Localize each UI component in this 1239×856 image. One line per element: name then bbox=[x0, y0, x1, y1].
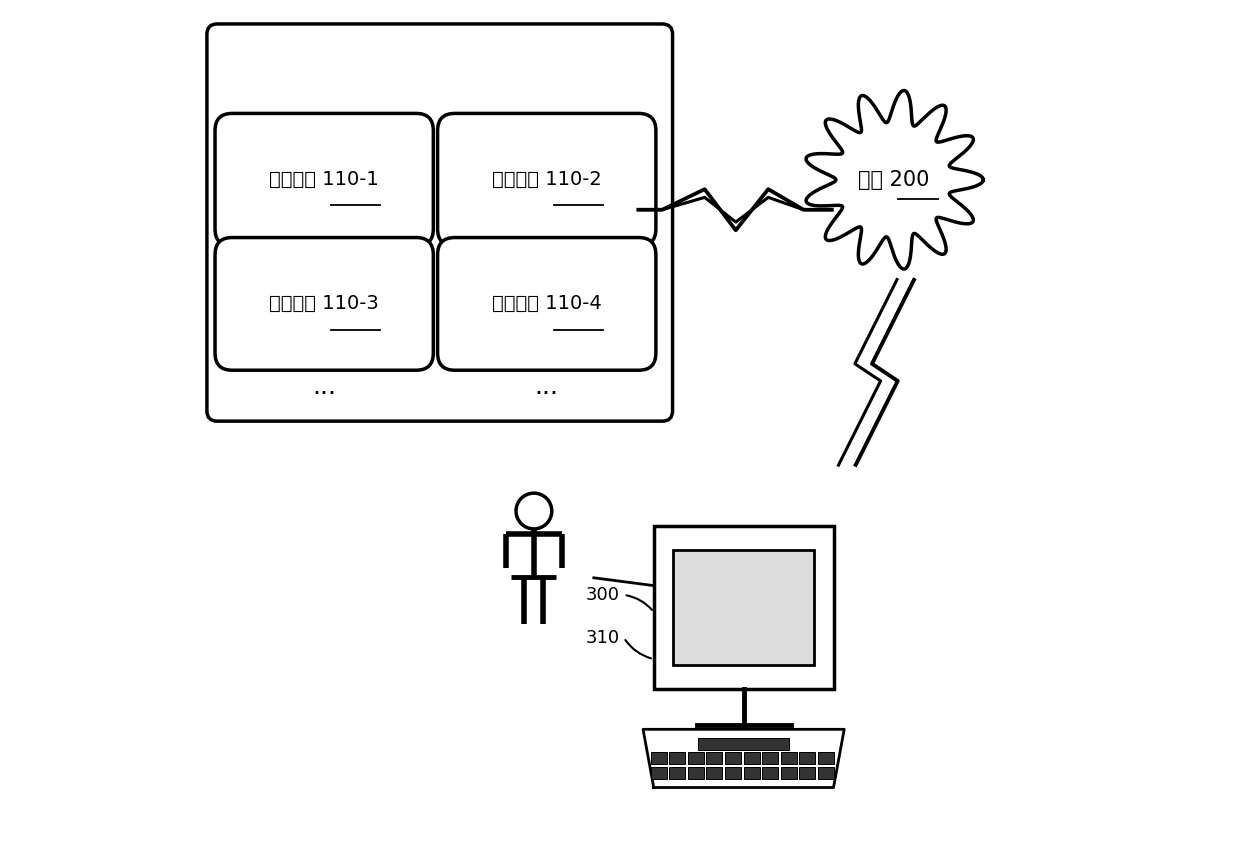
FancyBboxPatch shape bbox=[762, 752, 778, 764]
Text: 310: 310 bbox=[585, 628, 620, 647]
Text: ...: ... bbox=[312, 375, 336, 399]
FancyBboxPatch shape bbox=[207, 24, 673, 421]
FancyBboxPatch shape bbox=[743, 767, 760, 779]
FancyBboxPatch shape bbox=[818, 752, 834, 764]
FancyBboxPatch shape bbox=[743, 752, 760, 764]
FancyBboxPatch shape bbox=[650, 767, 667, 779]
Text: 第四节点 110-4: 第四节点 110-4 bbox=[492, 294, 602, 313]
FancyBboxPatch shape bbox=[799, 752, 815, 764]
FancyBboxPatch shape bbox=[725, 767, 741, 779]
FancyBboxPatch shape bbox=[781, 752, 797, 764]
Polygon shape bbox=[807, 91, 984, 269]
FancyBboxPatch shape bbox=[688, 767, 704, 779]
FancyBboxPatch shape bbox=[437, 237, 655, 370]
Polygon shape bbox=[643, 729, 844, 788]
FancyBboxPatch shape bbox=[673, 550, 814, 665]
FancyBboxPatch shape bbox=[725, 752, 741, 764]
FancyBboxPatch shape bbox=[669, 752, 685, 764]
FancyBboxPatch shape bbox=[699, 738, 789, 750]
Text: 第二节点 110-2: 第二节点 110-2 bbox=[492, 170, 602, 189]
Text: 第一节点 110-1: 第一节点 110-1 bbox=[269, 170, 379, 189]
FancyBboxPatch shape bbox=[706, 767, 722, 779]
FancyBboxPatch shape bbox=[688, 752, 704, 764]
FancyBboxPatch shape bbox=[437, 114, 655, 247]
Text: ...: ... bbox=[535, 375, 559, 399]
FancyBboxPatch shape bbox=[799, 767, 815, 779]
FancyBboxPatch shape bbox=[216, 237, 434, 370]
FancyBboxPatch shape bbox=[781, 767, 797, 779]
FancyBboxPatch shape bbox=[706, 752, 722, 764]
FancyBboxPatch shape bbox=[818, 767, 834, 779]
FancyBboxPatch shape bbox=[654, 526, 834, 689]
FancyBboxPatch shape bbox=[762, 767, 778, 779]
Text: 第三节点 110-3: 第三节点 110-3 bbox=[269, 294, 379, 313]
FancyBboxPatch shape bbox=[650, 752, 667, 764]
FancyBboxPatch shape bbox=[216, 114, 434, 247]
FancyBboxPatch shape bbox=[669, 767, 685, 779]
Text: 网络 200: 网络 200 bbox=[857, 169, 929, 190]
Text: 300: 300 bbox=[586, 586, 620, 604]
